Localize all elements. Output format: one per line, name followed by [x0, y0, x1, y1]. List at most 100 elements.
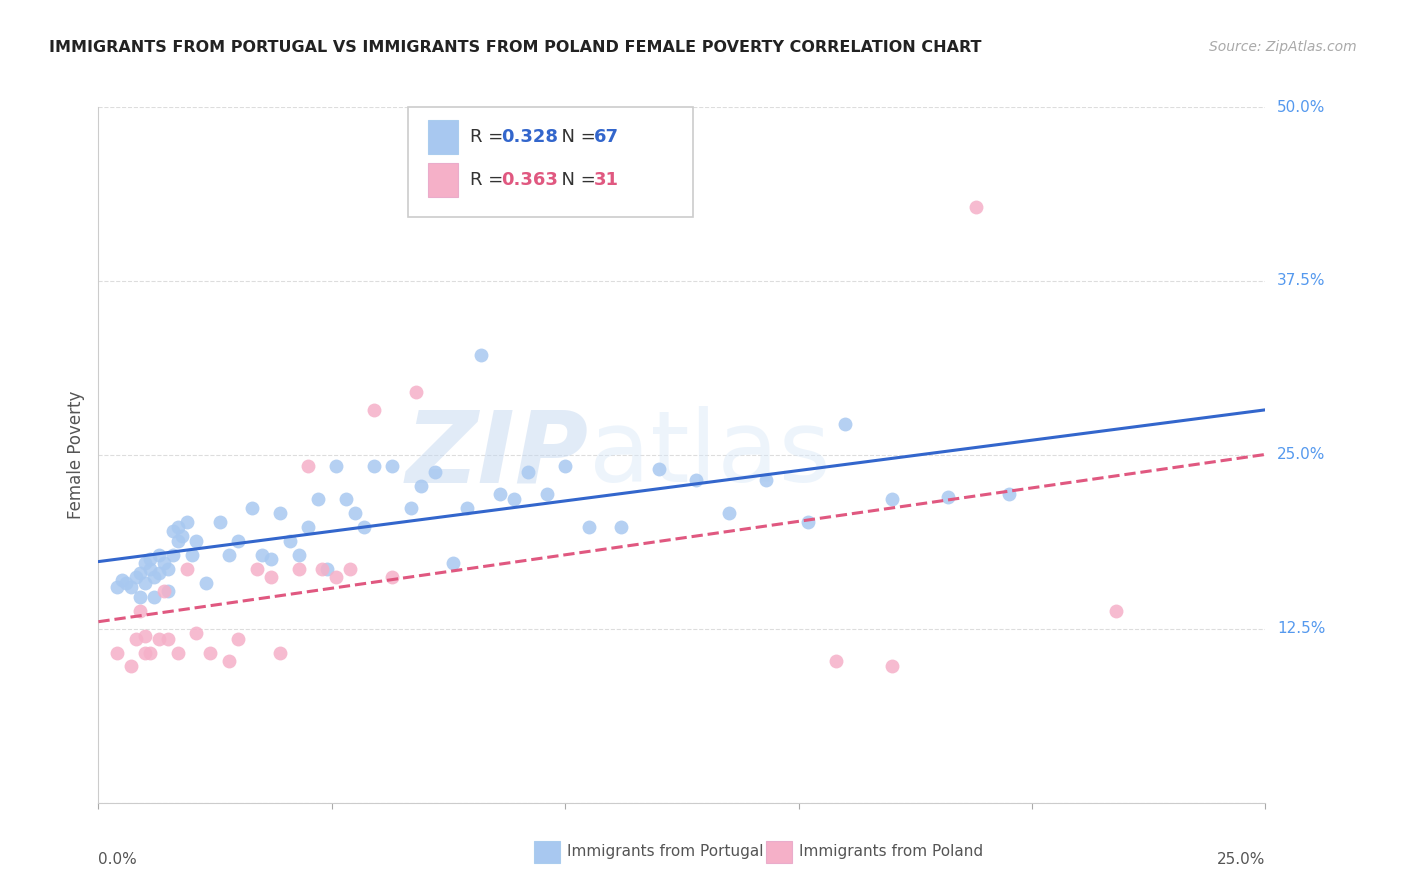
Point: [880, 659, 903, 673]
Point: [152, 584, 174, 599]
Point: [120, 580, 142, 594]
Point: [134, 576, 156, 591]
Point: [297, 520, 319, 534]
Point: [269, 646, 291, 660]
Point: [134, 557, 156, 571]
Text: R =: R =: [470, 128, 509, 146]
Point: [176, 562, 198, 576]
Point: [797, 515, 820, 529]
Point: [228, 632, 250, 646]
Point: [307, 492, 329, 507]
Point: [129, 604, 152, 618]
Text: N =: N =: [550, 128, 602, 146]
Point: [554, 458, 576, 473]
Point: [166, 534, 188, 549]
Point: [143, 570, 166, 584]
Text: 12.5%: 12.5%: [1277, 622, 1326, 636]
Text: 67: 67: [593, 128, 619, 146]
Point: [157, 584, 180, 599]
Point: [166, 646, 188, 660]
Point: [172, 528, 194, 542]
Point: [288, 562, 311, 576]
Point: [610, 520, 633, 534]
Point: [218, 548, 240, 562]
Point: [1105, 604, 1128, 618]
Point: [755, 473, 778, 487]
Point: [423, 465, 446, 479]
Point: [288, 548, 311, 562]
Point: [115, 576, 138, 591]
Point: [148, 566, 170, 581]
Point: [134, 629, 156, 643]
Point: [834, 417, 856, 432]
Point: [166, 520, 188, 534]
Text: Immigrants from Poland: Immigrants from Poland: [799, 845, 983, 859]
Point: [405, 385, 427, 400]
Point: [157, 632, 180, 646]
Point: [647, 462, 669, 476]
Text: 0.0%: 0.0%: [98, 852, 138, 866]
Point: [363, 403, 385, 417]
Point: [880, 492, 903, 507]
Point: [965, 200, 987, 214]
Point: [409, 478, 432, 492]
Text: N =: N =: [550, 171, 602, 189]
Point: [186, 626, 208, 640]
Point: [825, 654, 848, 668]
Point: [111, 573, 134, 587]
Point: [269, 507, 291, 521]
Point: [125, 570, 148, 584]
Point: [297, 458, 319, 473]
Point: [228, 534, 250, 549]
Text: 0.363: 0.363: [501, 171, 558, 189]
Point: [148, 632, 170, 646]
Point: [129, 590, 152, 604]
Point: [381, 570, 404, 584]
Point: [152, 557, 174, 571]
Point: [218, 654, 240, 668]
Point: [143, 590, 166, 604]
Point: [250, 548, 273, 562]
Point: [489, 487, 512, 501]
Point: [344, 507, 367, 521]
Text: 50.0%: 50.0%: [1277, 100, 1326, 114]
Point: [148, 548, 170, 562]
Point: [208, 515, 231, 529]
Point: [441, 557, 464, 571]
Point: [339, 562, 361, 576]
Point: [936, 490, 959, 504]
Point: [162, 524, 184, 539]
Text: 25.0%: 25.0%: [1277, 448, 1326, 462]
Point: [325, 458, 347, 473]
Point: [176, 515, 198, 529]
Point: [381, 458, 404, 473]
Text: 37.5%: 37.5%: [1277, 274, 1326, 288]
Point: [363, 458, 385, 473]
Point: [311, 562, 333, 576]
Point: [194, 576, 217, 591]
Point: [242, 500, 264, 515]
Point: [536, 487, 558, 501]
Point: [516, 465, 538, 479]
Text: Immigrants from Portugal: Immigrants from Portugal: [567, 845, 763, 859]
Point: [502, 492, 524, 507]
Point: [139, 552, 162, 566]
Point: [685, 473, 707, 487]
Point: [186, 534, 208, 549]
Text: IMMIGRANTS FROM PORTUGAL VS IMMIGRANTS FROM POLAND FEMALE POVERTY CORRELATION CH: IMMIGRANTS FROM PORTUGAL VS IMMIGRANTS F…: [49, 40, 981, 55]
Text: 31: 31: [593, 171, 619, 189]
Point: [456, 500, 478, 515]
Point: [470, 348, 492, 362]
Text: ZIP: ZIP: [405, 407, 589, 503]
Text: R =: R =: [470, 171, 509, 189]
Point: [129, 566, 152, 581]
Point: [325, 570, 347, 584]
Text: 0.328: 0.328: [501, 128, 558, 146]
Point: [139, 646, 162, 660]
Point: [316, 562, 339, 576]
Point: [246, 562, 269, 576]
Point: [278, 534, 301, 549]
Point: [105, 646, 128, 660]
Text: atlas: atlas: [589, 407, 830, 503]
Point: [578, 520, 600, 534]
